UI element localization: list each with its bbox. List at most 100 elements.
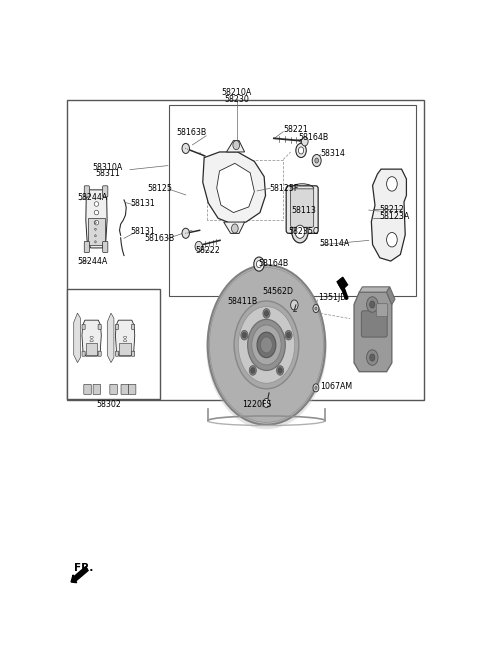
Polygon shape [115, 320, 135, 356]
Text: 58125F: 58125F [270, 184, 299, 193]
Circle shape [370, 354, 375, 361]
Polygon shape [107, 313, 114, 363]
FancyBboxPatch shape [84, 241, 89, 253]
Text: 58302: 58302 [96, 400, 121, 409]
Circle shape [257, 332, 276, 358]
FancyBboxPatch shape [67, 100, 424, 400]
Text: FR.: FR. [74, 563, 94, 573]
Text: 58244A: 58244A [78, 193, 108, 202]
Polygon shape [82, 320, 101, 356]
Polygon shape [203, 152, 265, 224]
Circle shape [261, 337, 272, 353]
FancyBboxPatch shape [376, 304, 388, 317]
Circle shape [276, 365, 284, 375]
Text: 58123A: 58123A [379, 212, 409, 220]
Polygon shape [86, 190, 107, 248]
Circle shape [252, 325, 281, 365]
Circle shape [315, 307, 317, 310]
Text: 58244A: 58244A [78, 256, 108, 266]
Polygon shape [372, 169, 407, 261]
Circle shape [249, 365, 256, 375]
Circle shape [182, 228, 190, 238]
Text: 58163B: 58163B [144, 234, 175, 243]
Text: 58131: 58131 [130, 199, 155, 209]
Polygon shape [224, 222, 245, 234]
FancyBboxPatch shape [116, 324, 119, 329]
Circle shape [301, 137, 308, 146]
Circle shape [367, 297, 378, 312]
Polygon shape [337, 277, 348, 290]
Polygon shape [74, 313, 81, 363]
Ellipse shape [94, 201, 99, 206]
FancyBboxPatch shape [98, 324, 101, 329]
Polygon shape [86, 343, 97, 355]
Circle shape [233, 140, 240, 150]
Text: 58164B: 58164B [298, 133, 328, 142]
Circle shape [299, 147, 304, 154]
Circle shape [95, 222, 96, 224]
Circle shape [251, 367, 255, 373]
Circle shape [264, 310, 268, 316]
FancyBboxPatch shape [84, 384, 91, 394]
Circle shape [290, 300, 298, 310]
Circle shape [241, 331, 248, 340]
Text: 1220FS: 1220FS [242, 400, 271, 409]
Circle shape [182, 144, 190, 154]
FancyBboxPatch shape [93, 384, 100, 394]
Circle shape [313, 304, 319, 313]
FancyBboxPatch shape [361, 311, 387, 337]
Text: 58221: 58221 [283, 125, 308, 134]
Text: 58210A: 58210A [222, 89, 252, 97]
Circle shape [256, 260, 262, 268]
Text: 58125: 58125 [147, 184, 172, 193]
Circle shape [313, 384, 319, 392]
Circle shape [242, 333, 246, 338]
Circle shape [95, 235, 96, 237]
Circle shape [254, 257, 264, 271]
FancyBboxPatch shape [290, 189, 314, 227]
Text: 58164B: 58164B [258, 259, 288, 268]
FancyBboxPatch shape [82, 324, 85, 329]
Ellipse shape [123, 340, 127, 342]
FancyBboxPatch shape [286, 186, 318, 234]
Ellipse shape [90, 337, 93, 338]
FancyBboxPatch shape [129, 384, 136, 394]
Text: 58311: 58311 [95, 169, 120, 178]
Circle shape [208, 265, 325, 424]
Ellipse shape [90, 340, 93, 342]
Text: 58411B: 58411B [228, 297, 258, 306]
Circle shape [296, 144, 306, 157]
Text: 58230: 58230 [224, 95, 249, 104]
FancyBboxPatch shape [110, 384, 117, 394]
FancyBboxPatch shape [67, 289, 160, 400]
Text: 58310A: 58310A [93, 163, 123, 172]
FancyBboxPatch shape [84, 186, 89, 197]
Polygon shape [216, 163, 254, 213]
FancyArrow shape [71, 567, 88, 583]
FancyBboxPatch shape [132, 351, 135, 356]
Circle shape [231, 224, 238, 233]
Circle shape [209, 268, 324, 422]
Circle shape [386, 176, 397, 191]
Circle shape [95, 241, 96, 243]
FancyBboxPatch shape [98, 351, 101, 356]
Circle shape [292, 220, 308, 243]
Ellipse shape [123, 337, 127, 338]
Text: 58222: 58222 [196, 247, 220, 255]
Text: 54562D: 54562D [262, 287, 293, 297]
Circle shape [248, 319, 285, 371]
FancyBboxPatch shape [116, 351, 119, 356]
FancyBboxPatch shape [132, 324, 135, 329]
FancyBboxPatch shape [121, 384, 129, 394]
Circle shape [263, 308, 270, 318]
Text: 58212: 58212 [379, 205, 404, 214]
Polygon shape [386, 287, 395, 304]
Circle shape [367, 350, 378, 365]
Circle shape [315, 386, 317, 390]
Polygon shape [120, 343, 131, 355]
Polygon shape [354, 292, 392, 372]
Text: 58163B: 58163B [176, 129, 206, 137]
Circle shape [263, 398, 270, 407]
Circle shape [95, 228, 96, 230]
Circle shape [195, 241, 203, 251]
